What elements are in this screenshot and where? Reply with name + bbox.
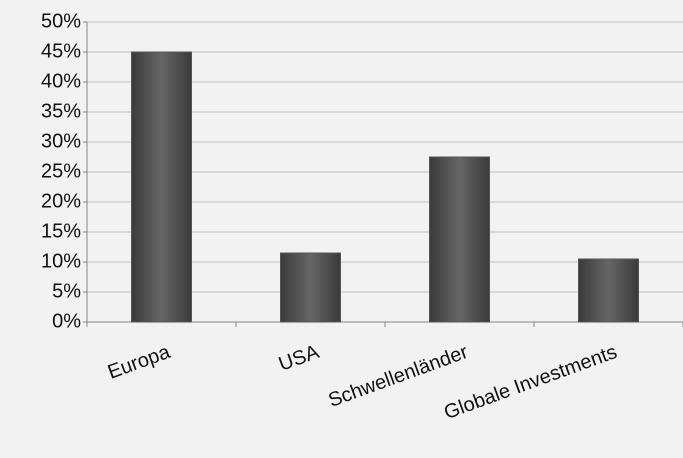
y-tick-label: 25%	[41, 160, 81, 182]
y-tick-label: 10%	[41, 250, 81, 272]
y-tick-label: 0%	[52, 310, 81, 332]
y-tick-label: 5%	[52, 280, 81, 302]
bar	[578, 258, 639, 323]
y-tick-label: 20%	[41, 190, 81, 212]
bar	[131, 51, 192, 323]
y-tick-label: 40%	[41, 70, 81, 92]
bar	[280, 252, 341, 323]
y-tick-label: 30%	[41, 130, 81, 152]
x-tick-label: Europa	[105, 341, 174, 384]
y-tick-label: 15%	[41, 220, 81, 242]
y-tick-label: 45%	[41, 40, 81, 62]
x-tick-label: USA	[276, 341, 323, 376]
bar	[429, 156, 490, 323]
y-tick-label: 35%	[41, 100, 81, 122]
y-tick-label: 50%	[41, 10, 81, 32]
